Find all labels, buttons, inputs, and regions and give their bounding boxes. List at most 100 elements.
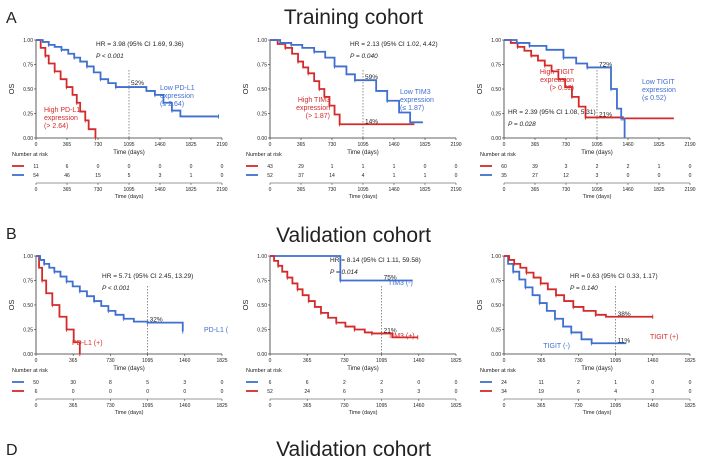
risk-tick-label: 1460	[154, 187, 165, 193]
risk-value: 0	[689, 173, 692, 179]
series-label-blue: expression	[160, 93, 194, 100]
risk-x-label: Time (days)	[583, 194, 612, 200]
risk-value: 39	[532, 164, 538, 170]
risk-value: 19	[538, 389, 544, 395]
risk-value: 0	[146, 389, 149, 395]
risk-value: 0	[183, 389, 186, 395]
y-tick-label: 0.50	[23, 87, 33, 93]
p-value-text: P < 0.001	[96, 53, 124, 60]
risk-value: 24	[501, 380, 507, 386]
risk-x-label: Time (days)	[349, 194, 378, 200]
risk-value: 3	[159, 173, 162, 179]
risk-tick-label: 1460	[179, 403, 190, 409]
risk-tick-label: 365	[63, 187, 72, 193]
risk-value: 4	[362, 173, 365, 179]
risk-value: 0	[455, 164, 458, 170]
x-tick-label: 1825	[450, 358, 461, 364]
survival-percent-label: 59%	[365, 74, 378, 81]
risk-table-title: Number at risk	[246, 152, 282, 158]
risk-tick-label: 1825	[684, 403, 695, 409]
hr-text: HR = 0.63 (95% CI 0.33, 1.17)	[570, 273, 658, 280]
p-value-text: P = 0.040	[350, 53, 378, 60]
x-tick-label: 1095	[376, 358, 387, 364]
risk-value: 1	[331, 164, 334, 170]
y-tick-label: 0.75	[257, 279, 267, 285]
y-tick-label: 0.25	[257, 328, 267, 334]
risk-value: 2	[596, 164, 599, 170]
risk-table-title: Number at risk	[246, 368, 282, 374]
risk-table-title: Number at risk	[12, 368, 48, 374]
risk-tick-label: 2190	[450, 187, 461, 193]
risk-table-title: Number at risk	[480, 368, 516, 374]
risk-value: 60	[501, 164, 507, 170]
survival-percent-label: 11%	[618, 337, 631, 344]
risk-table-title: Number at risk	[12, 152, 48, 158]
risk-value: 0	[424, 164, 427, 170]
x-tick-label: 365	[63, 142, 72, 148]
section-title-validation: Validation cohort	[276, 224, 431, 247]
risk-value: 5	[146, 380, 149, 386]
hr-text: HR = 8.14 (95% CI 1.11, 59.58)	[330, 257, 421, 264]
risk-value: 54	[33, 173, 39, 179]
survival-curve-blue	[36, 255, 184, 332]
risk-value: 0	[651, 380, 654, 386]
x-axis-label: Time (days)	[581, 150, 612, 156]
risk-value: 3	[380, 389, 383, 395]
x-axis-label: Time (days)	[347, 366, 378, 372]
risk-value: 3	[651, 389, 654, 395]
risk-value: 29	[298, 164, 304, 170]
series-label-blue: (≤ 2.64)	[160, 101, 184, 108]
risk-value: 0	[417, 380, 420, 386]
risk-value: 0	[689, 389, 692, 395]
x-tick-label: 1460	[647, 358, 658, 364]
risk-tick-label: 1825	[185, 187, 196, 193]
risk-value: 12	[563, 173, 569, 179]
risk-tick-label: 0	[503, 187, 506, 193]
risk-value: 2	[627, 164, 630, 170]
survival-percent-label: 52%	[131, 80, 144, 87]
risk-tick-label: 365	[303, 403, 312, 409]
y-tick-label: 1.00	[257, 254, 267, 260]
survival-percent-label: 75%	[384, 275, 397, 282]
risk-tick-label: 365	[537, 403, 546, 409]
risk-value: 0	[689, 164, 692, 170]
x-tick-label: 365	[303, 358, 312, 364]
risk-value: 1	[614, 380, 617, 386]
y-axis-label: OS	[475, 84, 484, 95]
x-tick-label: 365	[531, 142, 540, 148]
x-tick-label: 1460	[413, 358, 424, 364]
risk-tick-label: 0	[269, 403, 272, 409]
y-tick-label: 0.25	[257, 112, 267, 118]
y-axis-label: OS	[475, 300, 484, 311]
risk-value: 8	[109, 380, 112, 386]
y-tick-label: 0.50	[257, 87, 267, 93]
risk-value: 6	[269, 380, 272, 386]
survival-percent-label: 21%	[384, 327, 397, 334]
series-label-red: expression	[540, 77, 574, 84]
y-tick-label: 0.50	[23, 303, 33, 309]
y-tick-label: 0.50	[491, 303, 501, 309]
risk-value: 3	[596, 173, 599, 179]
p-value-text: P = 0.140	[570, 285, 598, 292]
risk-tick-label: 1825	[216, 403, 227, 409]
y-tick-label: 0.25	[491, 328, 501, 334]
x-tick-label: 1460	[388, 142, 399, 148]
survival-percent-label: 38%	[618, 311, 631, 318]
risk-value: 2	[343, 380, 346, 386]
survival-percent-label: 32%	[150, 317, 163, 324]
risk-value: 0	[221, 389, 224, 395]
series-label-red: (> 2.64)	[44, 123, 68, 130]
series-label-blue: TIGIT (-)	[543, 343, 570, 350]
risk-value: 3	[417, 389, 420, 395]
y-tick-label: 0.75	[257, 63, 267, 69]
x-tick-label: 1825	[419, 142, 430, 148]
x-tick-label: 1095	[591, 142, 602, 148]
x-tick-label: 1825	[216, 358, 227, 364]
x-tick-label: 0	[503, 142, 506, 148]
panel-letter-d: D	[6, 442, 18, 459]
series-label-blue: Low PD-L1	[160, 85, 195, 92]
risk-tick-label: 1460	[388, 187, 399, 193]
series-label-blue: (≤ 0.52)	[642, 95, 666, 102]
series-label-blue: TIM3 (-)	[388, 280, 413, 287]
